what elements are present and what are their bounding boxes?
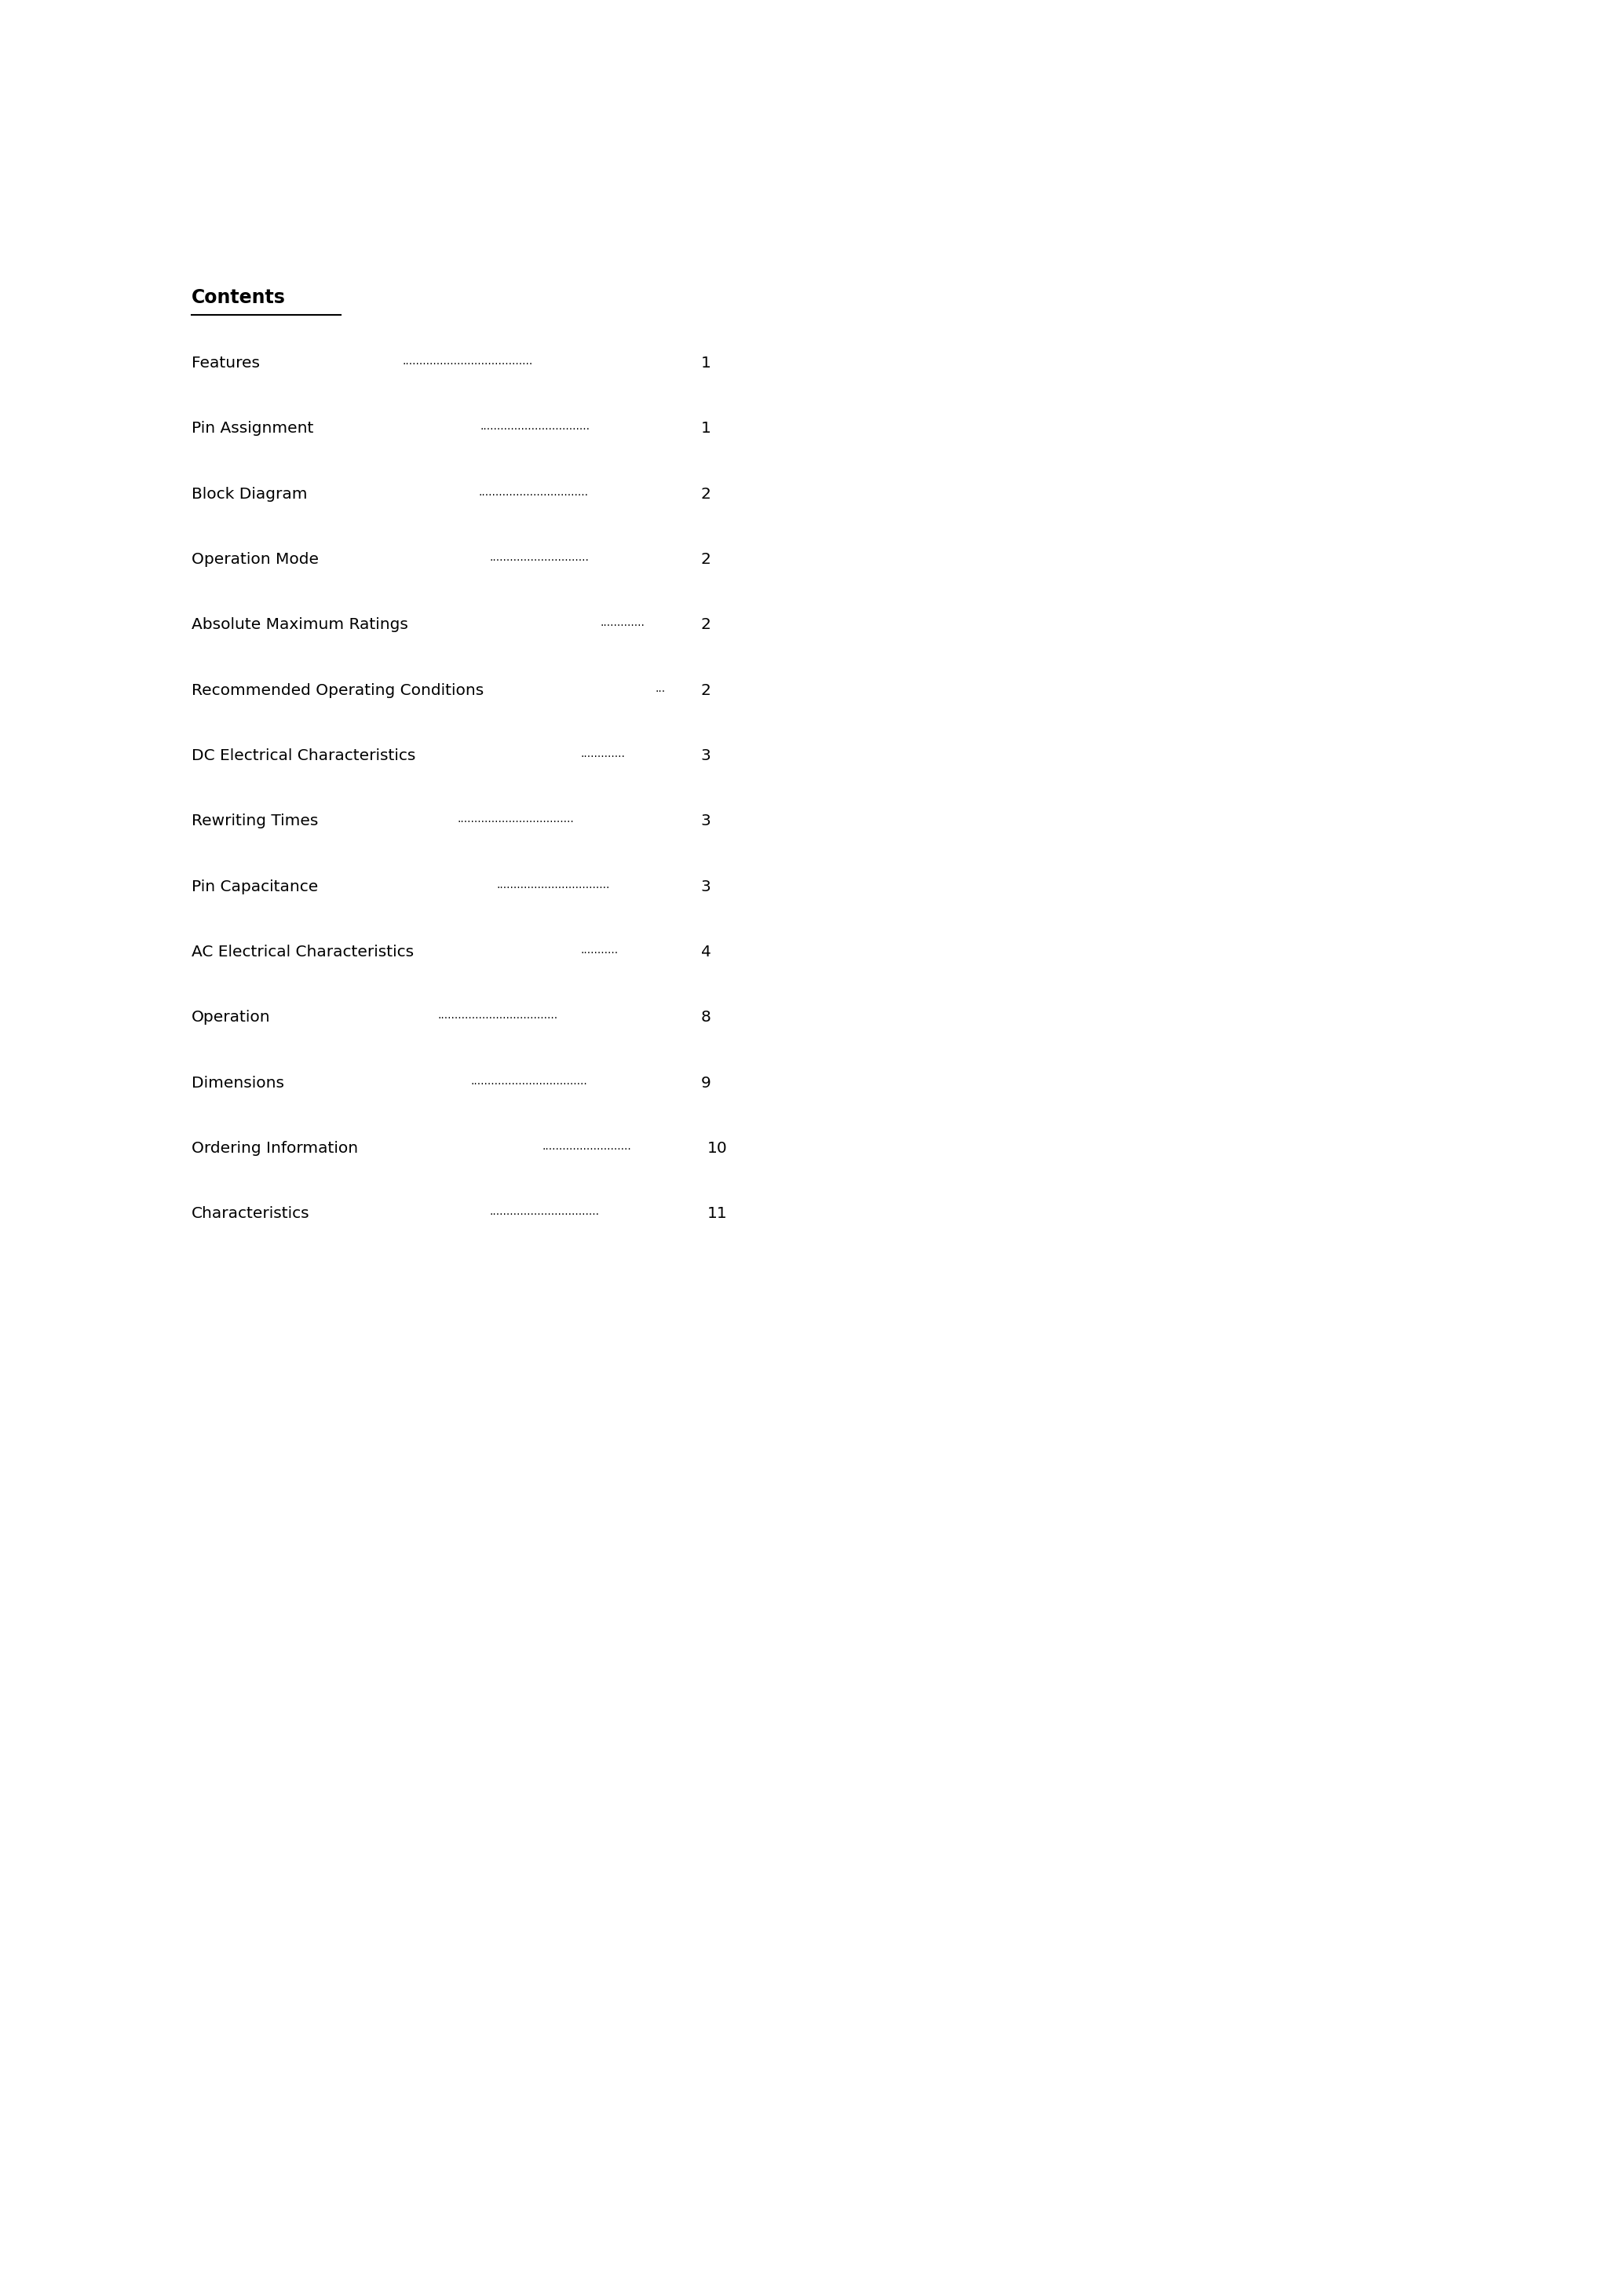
Text: ···: ···: [655, 687, 665, 698]
Text: ·································: ·································: [496, 882, 610, 893]
Text: 2: 2: [701, 618, 710, 631]
Text: Dimensions: Dimensions: [191, 1075, 284, 1091]
Text: ··································: ··································: [457, 817, 574, 829]
Text: ······································: ······································: [402, 358, 532, 370]
Text: Contents: Contents: [191, 289, 285, 308]
Text: Pin Assignment: Pin Assignment: [191, 420, 313, 436]
Text: 3: 3: [701, 879, 710, 893]
Text: AC Electrical Characteristics: AC Electrical Characteristics: [191, 944, 414, 960]
Text: Operation Mode: Operation Mode: [191, 551, 318, 567]
Text: Recommended Operating Conditions: Recommended Operating Conditions: [191, 682, 483, 698]
Text: ·············: ·············: [600, 620, 646, 631]
Text: ··························: ··························: [542, 1143, 631, 1155]
Text: Block Diagram: Block Diagram: [191, 487, 307, 501]
Text: 1: 1: [701, 356, 710, 370]
Text: 2: 2: [701, 487, 710, 501]
Text: ··································: ··································: [470, 1079, 587, 1091]
Text: 8: 8: [701, 1010, 710, 1024]
Text: 11: 11: [707, 1205, 727, 1221]
Text: Rewriting Times: Rewriting Times: [191, 813, 318, 829]
Text: Features: Features: [191, 356, 260, 370]
Text: 1: 1: [701, 420, 710, 436]
Text: 3: 3: [701, 813, 710, 829]
Text: 3: 3: [701, 748, 710, 762]
Text: ···········: ···········: [581, 948, 618, 960]
Text: 9: 9: [701, 1075, 710, 1091]
Text: Characteristics: Characteristics: [191, 1205, 310, 1221]
Text: ···································: ···································: [438, 1013, 558, 1024]
Text: Ordering Information: Ordering Information: [191, 1141, 358, 1155]
Text: Operation: Operation: [191, 1010, 271, 1024]
Text: 10: 10: [707, 1141, 727, 1155]
Text: 4: 4: [701, 944, 710, 960]
Text: Pin Capacitance: Pin Capacitance: [191, 879, 318, 893]
Text: ·····························: ·····························: [490, 556, 589, 567]
Text: ································: ································: [478, 489, 589, 501]
Text: ································: ································: [480, 425, 590, 436]
Text: 2: 2: [701, 682, 710, 698]
Text: ································: ································: [490, 1210, 600, 1221]
Text: ·············: ·············: [581, 751, 626, 762]
Text: Absolute Maximum Ratings: Absolute Maximum Ratings: [191, 618, 409, 631]
Text: 2: 2: [701, 551, 710, 567]
Text: DC Electrical Characteristics: DC Electrical Characteristics: [191, 748, 415, 762]
